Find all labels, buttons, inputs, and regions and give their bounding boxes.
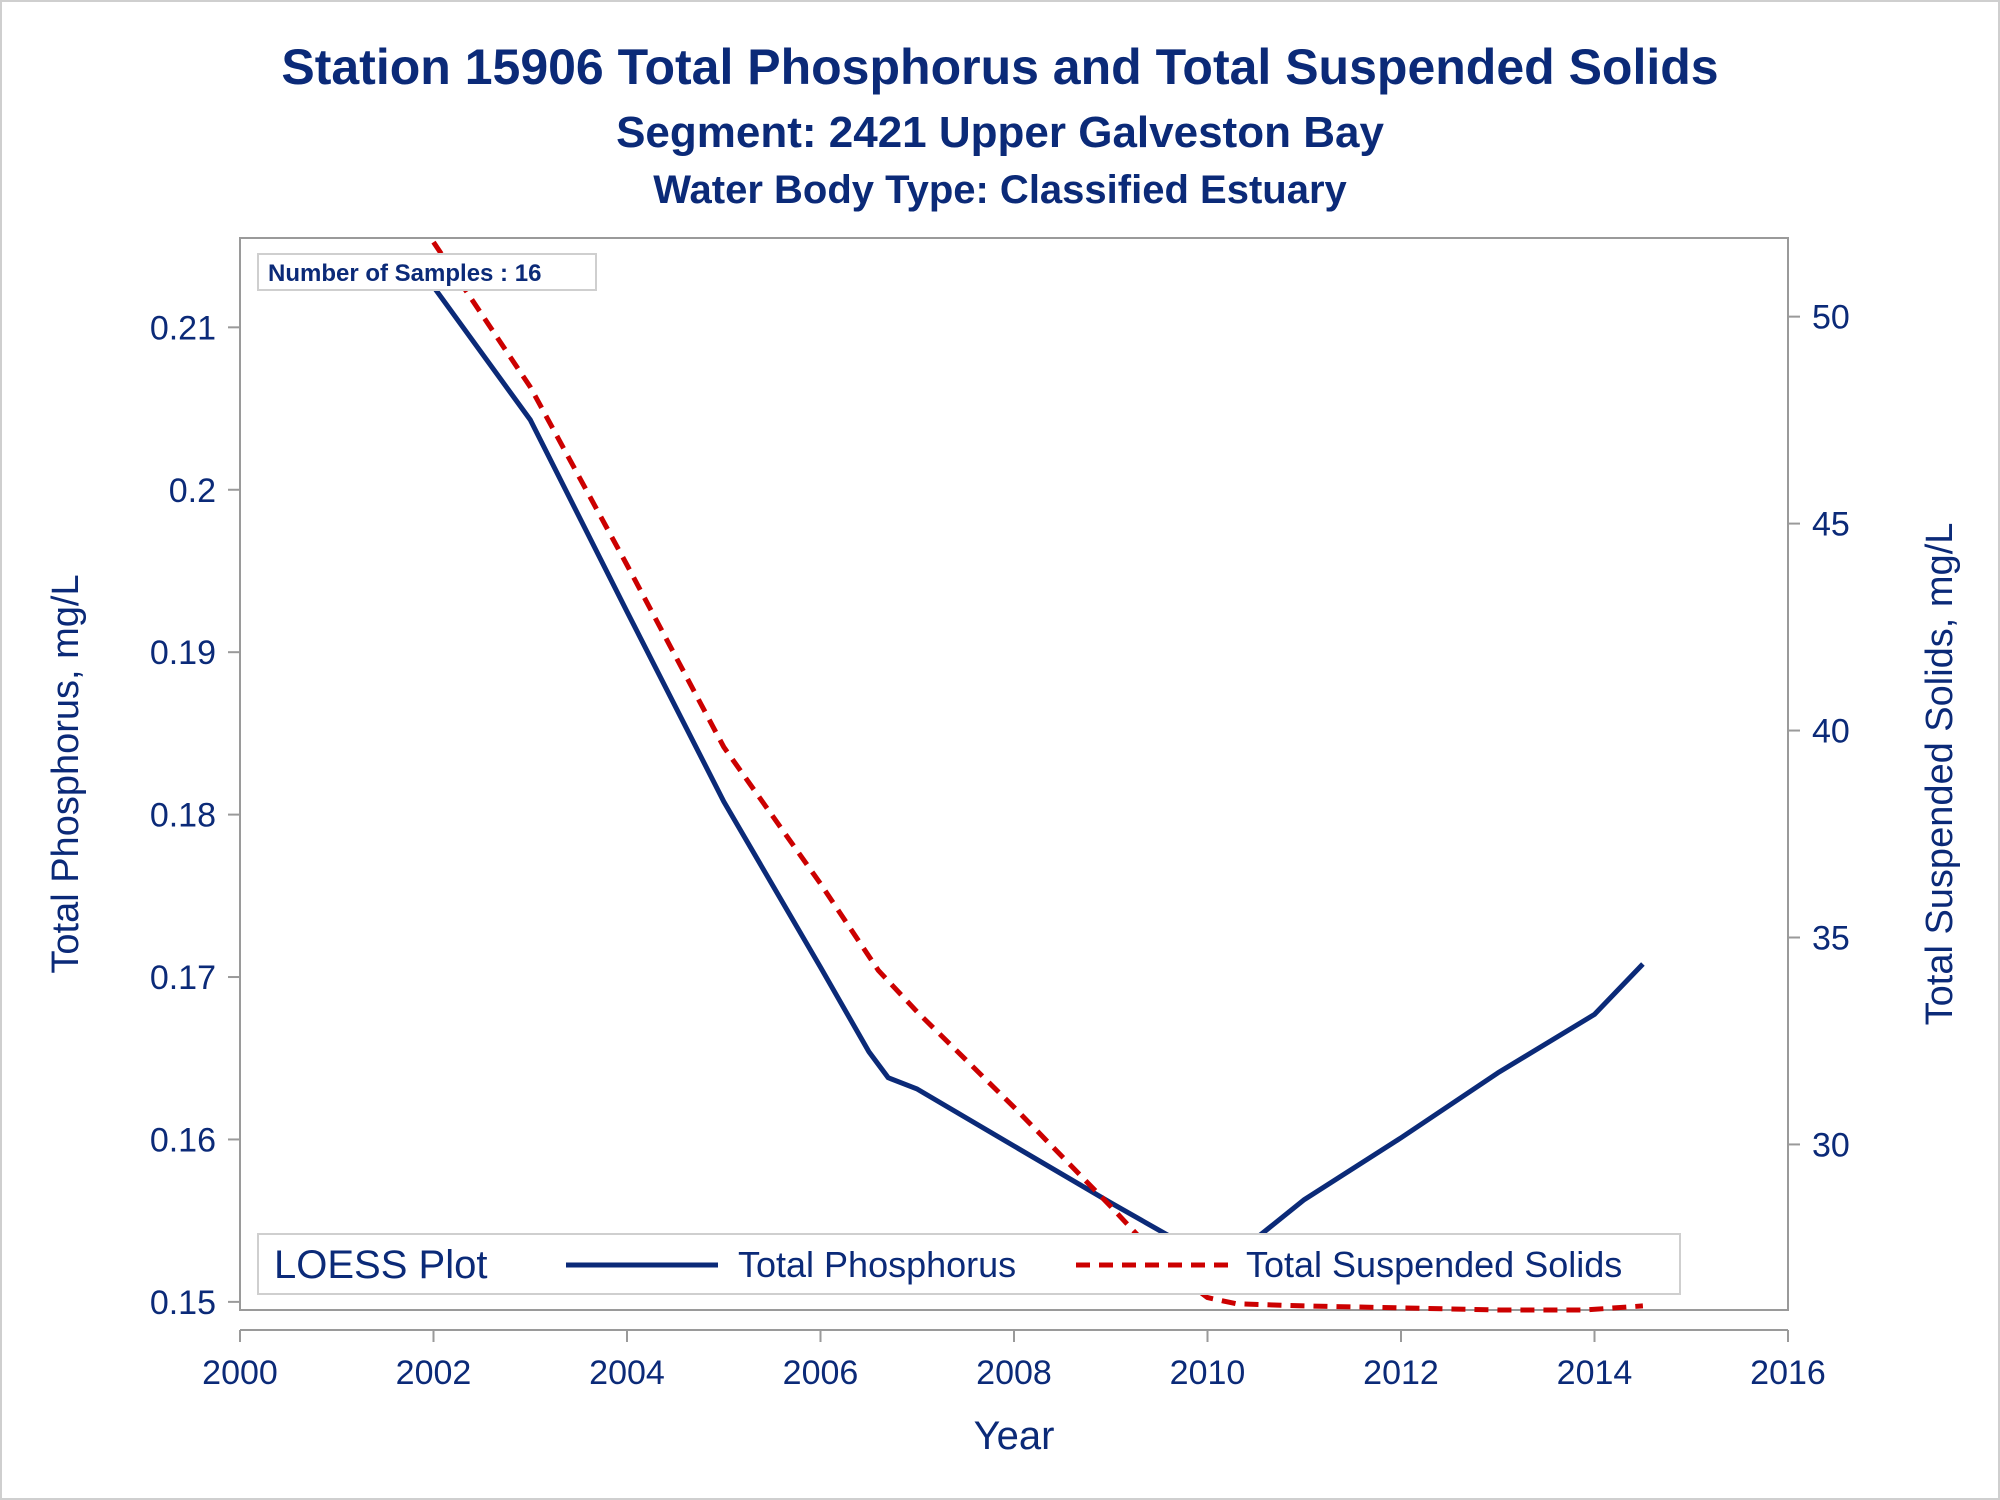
sample-count-label: Number of Samples : 16 [268, 260, 541, 287]
x-tick-label: 2000 [202, 1354, 278, 1392]
y2-tick-label: 40 [1812, 713, 1850, 751]
plot-area [239, 237, 1789, 1311]
legend-title: LOESS Plot [274, 1243, 487, 1287]
sample-count-annotation: Number of Samples : 16 [257, 253, 597, 291]
x-tick-label: 2002 [396, 1354, 472, 1392]
y2-tick-label: 30 [1812, 1126, 1850, 1164]
y-tick-label: 0.2 [169, 472, 216, 510]
chart-subtitle-2: Water Body Type: Classified Estuary [653, 168, 1347, 212]
y-tick-label: 0.19 [150, 634, 216, 672]
x-axis-label: Year [974, 1414, 1055, 1458]
y2-tick-label: 45 [1812, 506, 1850, 544]
x-tick-label: 2004 [589, 1354, 665, 1392]
legend-entry-phosphorus: Total Phosphorus [738, 1244, 1016, 1285]
y-tick-label: 0.15 [150, 1284, 216, 1322]
x-tick-label: 2016 [1750, 1354, 1826, 1392]
y-tick-label: 0.18 [150, 797, 216, 835]
y2-axis-label: Total Suspended Solids, mg/L [1919, 523, 1961, 1026]
x-tick-label: 2006 [783, 1354, 859, 1392]
x-tick-label: 2012 [1363, 1354, 1439, 1392]
x-tick-label: 2014 [1557, 1354, 1633, 1392]
x-tick-label: 2010 [1170, 1354, 1246, 1392]
chart-subtitle: Segment: 2421 Upper Galveston Bay [616, 108, 1384, 157]
y-axis-label: Total Phosphorus, mg/L [45, 574, 87, 973]
y2-tick-label: 35 [1812, 919, 1850, 957]
y2-tick-label: 50 [1812, 299, 1850, 337]
x-tick-label: 2008 [976, 1354, 1052, 1392]
y-tick-label: 0.21 [150, 309, 216, 347]
chart-title: Station 15906 Total Phosphorus and Total… [281, 39, 1719, 95]
series-line-tss [431, 240, 1644, 1313]
legend-box [257, 1233, 1681, 1295]
legend: LOESS Plot Total Phosphorus Total Suspen… [257, 1233, 1681, 1295]
series-line-phosphorus [431, 285, 1645, 1264]
legend-entry-tss: Total Suspended Solids [1246, 1244, 1622, 1285]
y-tick-label: 0.17 [150, 959, 216, 997]
y-tick-label: 0.16 [150, 1121, 216, 1159]
